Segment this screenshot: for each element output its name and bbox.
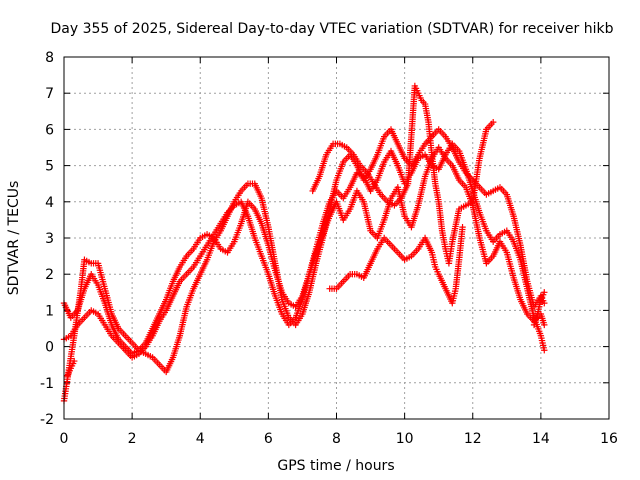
series-trace-3: [60, 144, 548, 361]
x-tick-label: 16: [600, 431, 618, 447]
x-tick-label: 2: [128, 431, 137, 447]
data-point: [71, 357, 78, 365]
plot-frame: [63, 56, 610, 420]
y-tick-label: -1: [40, 376, 54, 392]
data-point: [541, 321, 548, 329]
x-tick-label: 14: [532, 431, 550, 447]
y-tick-label: 6: [45, 122, 54, 138]
series-trace-1: [60, 126, 548, 405]
x-tick-label: 12: [464, 431, 482, 447]
y-tick-label: 4: [45, 195, 54, 211]
y-tick-label: 2: [45, 267, 54, 283]
y-tick-label: 1: [45, 303, 54, 319]
x-tick-label: 4: [196, 431, 205, 447]
y-tick-label: 7: [45, 86, 54, 102]
chart-title: Day 355 of 2025, Sidereal Day-to-day VTE…: [51, 21, 614, 37]
data-point: [541, 299, 548, 307]
y-tick-label: -2: [40, 412, 54, 428]
y-axis-label: SDTVAR / TECUs: [6, 181, 22, 296]
y-tick-label: 5: [45, 159, 54, 175]
x-tick-label: 0: [60, 431, 69, 447]
x-tick-label: 6: [264, 431, 273, 447]
data-point: [459, 223, 466, 231]
x-axis-label: GPS time / hours: [277, 458, 394, 474]
series-trace-2: [60, 140, 548, 358]
data-point: [541, 289, 548, 296]
y-tick-label: 3: [45, 231, 54, 247]
data-points: [60, 82, 548, 405]
x-tick-label: 10: [396, 431, 414, 447]
data-point: [541, 347, 548, 354]
x-tick-label: 8: [332, 431, 341, 447]
y-tick-label: 0: [45, 340, 54, 356]
data-point: [489, 118, 497, 126]
grid: [64, 57, 609, 419]
series-trace-4: [309, 82, 497, 267]
series-trace-5: [64, 223, 548, 379]
y-tick-label: 8: [45, 50, 54, 66]
